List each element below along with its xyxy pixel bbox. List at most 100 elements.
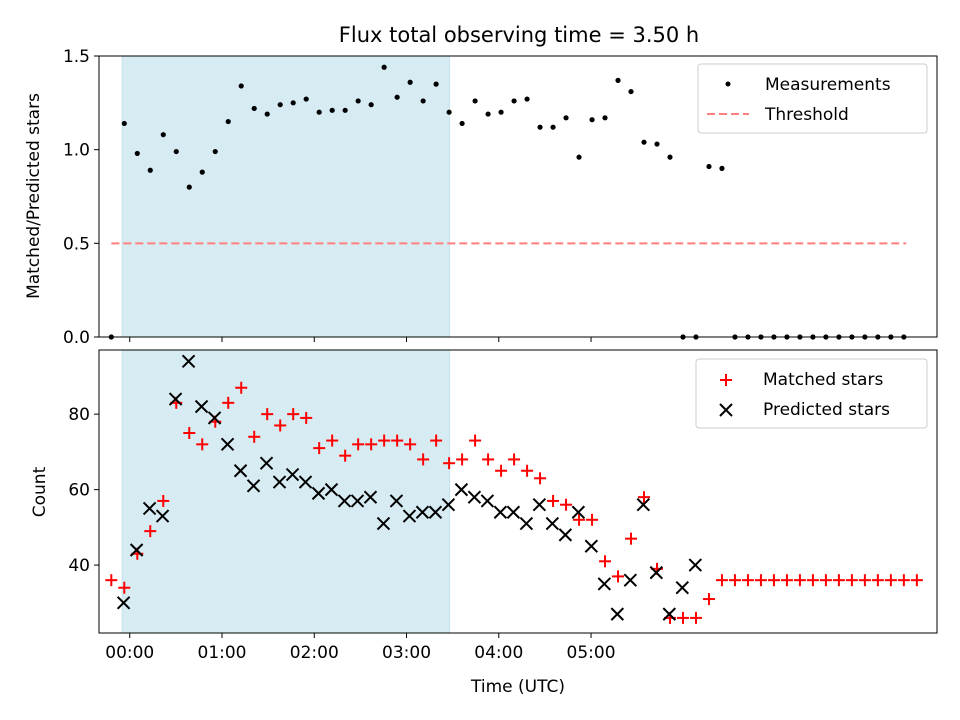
- measurement-point: [641, 139, 647, 145]
- matched-star-point: [832, 574, 845, 587]
- matched-star-point: [339, 449, 352, 462]
- predicted-star-point: [376, 516, 391, 531]
- matched-star-point: [754, 574, 767, 587]
- measurement-point: [342, 107, 348, 113]
- legend-predicted-label: Predicted stars: [763, 400, 890, 420]
- measurement-point: [602, 115, 608, 121]
- bottom-series-layer: [105, 354, 923, 624]
- matched-star-point: [157, 494, 170, 507]
- predicted-star-point: [324, 482, 339, 497]
- measurement-point: [667, 154, 673, 160]
- x-axis-label: Time (UTC): [470, 677, 565, 697]
- predicted-x-b: [610, 607, 625, 621]
- measurement-point: [511, 98, 517, 104]
- predicted-x-b: [246, 479, 261, 493]
- matched-star-point: [625, 532, 638, 545]
- measurement-point: [485, 111, 491, 117]
- measurement-point: [160, 132, 166, 138]
- predicted-x-b: [415, 505, 430, 519]
- predicted-x-b: [285, 467, 300, 482]
- predicted-x-b: [597, 577, 612, 591]
- top-ytick-label: 0.5: [63, 234, 90, 254]
- measurement-point: [459, 120, 465, 127]
- legend-measurements-marker: [725, 81, 731, 87]
- matched-star-point: [313, 442, 326, 455]
- matched-star-point: [274, 419, 287, 432]
- predicted-x-b: [480, 494, 495, 508]
- matched-star-point: [728, 574, 741, 587]
- bottom-ytick-label: 80: [68, 405, 90, 425]
- predicted-star-point: [129, 543, 144, 557]
- top-legend: Measurements Threshold: [697, 63, 928, 134]
- predicted-star-point: [220, 437, 235, 452]
- matched-star-point: [521, 464, 534, 477]
- matched-star-point: [871, 574, 884, 587]
- predicted-x-b: [649, 565, 664, 580]
- predicted-star-point: [272, 475, 287, 489]
- matched-star-point: [469, 434, 482, 447]
- matched-star-point: [404, 438, 417, 451]
- measurement-point: [550, 124, 556, 130]
- predicted-x-b: [337, 494, 352, 508]
- bottom-xtick-label: 00:00: [105, 643, 154, 663]
- predicted-star-point: [558, 528, 573, 542]
- predicted-star-point: [181, 354, 196, 369]
- measurement-point: [654, 141, 660, 147]
- measurement-point: [199, 169, 205, 175]
- matched-star-point: [741, 574, 754, 587]
- measurement-point: [238, 83, 244, 89]
- bottom-y-axis-label: Count: [30, 466, 50, 517]
- matched-star-point: [534, 472, 547, 485]
- predicted-star-point: [584, 539, 599, 553]
- predicted-star-point: [168, 392, 183, 406]
- predicted-x-b: [194, 399, 209, 414]
- predicted-star-point: [285, 467, 300, 482]
- matched-star-point: [235, 381, 248, 394]
- measurement-point: [316, 109, 322, 115]
- matched-star-point: [443, 457, 456, 470]
- predicted-x-b: [298, 475, 313, 489]
- measurement-point: [472, 98, 478, 104]
- matched-star-point: [819, 574, 832, 587]
- predicted-star-point: [675, 581, 690, 595]
- predicted-star-point: [402, 509, 417, 523]
- matched-star-point: [196, 438, 209, 451]
- predicted-x-b: [129, 543, 144, 557]
- predicted-star-point: [662, 607, 677, 621]
- matched-star-point: [417, 453, 430, 466]
- top-legend-box: [697, 63, 928, 134]
- predicted-x-b: [558, 528, 573, 542]
- bottom-xtick-label: 03:00: [382, 643, 431, 663]
- predicted-x-b: [155, 509, 170, 523]
- predicted-star-point: [532, 497, 547, 512]
- predicted-x-b: [389, 494, 404, 508]
- measurement-point: [498, 109, 504, 115]
- legend-predicted-marker: [719, 403, 733, 417]
- predicted-x-b: [350, 494, 365, 508]
- measurement-point: [446, 109, 452, 115]
- predicted-star-point: [259, 456, 274, 470]
- predicted-star-point: [194, 399, 209, 414]
- bottom-xtick-label: 01:00: [198, 643, 247, 663]
- measurement-point: [576, 154, 582, 160]
- predicted-x-b: [220, 437, 235, 452]
- predicted-star-point: [337, 494, 352, 508]
- matched-star-point: [806, 574, 819, 587]
- predicted-x-b: [688, 558, 702, 572]
- measurement-point: [290, 100, 296, 106]
- predicted-x-b: [259, 456, 274, 470]
- predicted-star-point: [246, 479, 261, 493]
- matched-star-point: [884, 574, 897, 587]
- matched-star-point: [482, 453, 495, 466]
- matched-star-point: [118, 581, 131, 594]
- predicted-x-b: [233, 464, 248, 478]
- matched-star-point: [767, 574, 780, 587]
- matched-star-point: [793, 574, 806, 587]
- measurement-point: [615, 77, 621, 83]
- predicted-star-point: [142, 501, 157, 516]
- predicted-star-point: [688, 558, 702, 572]
- predicted-star-point: [415, 505, 430, 519]
- matched-star-point: [638, 491, 651, 504]
- predicted-star-point: [428, 505, 443, 519]
- matched-star-point: [105, 574, 118, 587]
